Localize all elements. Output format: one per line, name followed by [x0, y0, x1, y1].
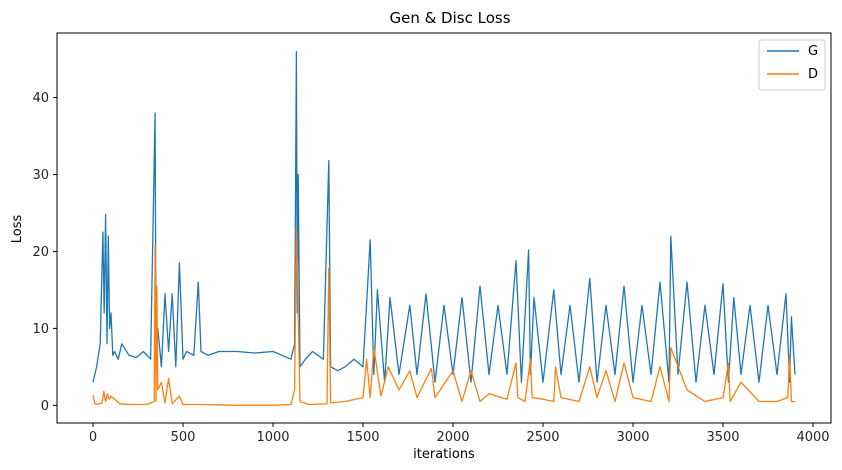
- x-tick-label: 3000: [616, 430, 649, 445]
- x-tick-label: 3500: [706, 430, 739, 445]
- legend-box: [758, 39, 826, 91]
- y-tick-label: 40: [32, 91, 49, 106]
- x-tick-label: 1500: [346, 430, 379, 445]
- x-tick-label: 2000: [436, 430, 469, 445]
- series-line-d: [92, 227, 795, 406]
- y-tick-label: 20: [32, 245, 49, 260]
- y-tick-label: 0: [41, 399, 49, 414]
- x-axis-ticks: 0 500 1000 1500 2000 2500 3000 3500 4000: [89, 423, 830, 445]
- x-tick-label: 2500: [526, 430, 559, 445]
- y-tick-label: 10: [32, 322, 49, 337]
- legend-label-d: D: [808, 67, 818, 82]
- y-axis-title: Loss: [10, 215, 25, 244]
- x-axis-title: iterations: [413, 447, 475, 462]
- x-tick-label: 4000: [796, 430, 829, 445]
- chart-title: Gen & Disc Loss: [389, 9, 510, 27]
- legend-label-g: G: [808, 44, 818, 59]
- x-tick-label: 0: [89, 430, 97, 445]
- legend: G D: [758, 39, 826, 91]
- plot-area: [92, 50, 796, 406]
- x-tick-label: 1000: [256, 430, 289, 445]
- axes-frame: [56, 32, 832, 424]
- y-axis-ticks: 0 10 20 30 40: [32, 91, 57, 414]
- x-tick-label: 500: [171, 430, 196, 445]
- y-tick-label: 30: [32, 168, 49, 183]
